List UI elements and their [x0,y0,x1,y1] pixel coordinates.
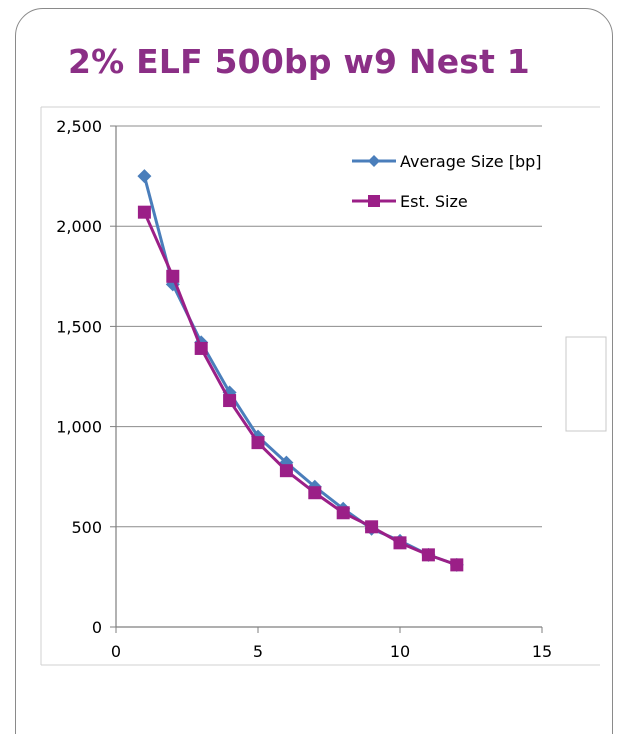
x-tick-label: 10 [390,642,410,661]
data-point-diamond [137,169,152,184]
x-tick-label: 5 [253,642,263,661]
slide-frame [15,8,613,734]
data-point-square [421,548,435,562]
y-tick-label: 1,000 [56,418,102,437]
slide-title: 2% ELF 500bp w9 Nest 1 [68,42,530,81]
data-point-square [308,486,322,500]
legend-marker-square [368,195,380,207]
data-point-square [137,205,151,219]
y-tick-label: 1,500 [56,317,102,336]
data-point-square [365,520,379,534]
data-point-square [251,436,265,450]
series-line-2 [143,211,458,567]
data-point-square [166,269,180,283]
data-point-square [336,506,350,520]
x-tick-label: 0 [111,642,121,661]
legend-label-1: Average Size [bp] [400,152,542,171]
data-point-square [223,394,237,408]
series-line-1 [142,175,458,567]
legend-label-2: Est. Size [400,192,468,211]
legend-marker-diamond [368,155,380,167]
data-point-square [279,464,293,478]
x-tick-label: 15 [532,642,552,661]
y-tick-label: 500 [71,518,102,537]
data-point-square [194,341,208,355]
data-point-square [393,536,407,550]
y-tick-label: 2,000 [56,217,102,236]
y-tick-label: 2,500 [56,117,102,136]
y-tick-label: 0 [92,618,102,637]
data-point-square [450,558,464,572]
overlap-box [565,336,607,432]
